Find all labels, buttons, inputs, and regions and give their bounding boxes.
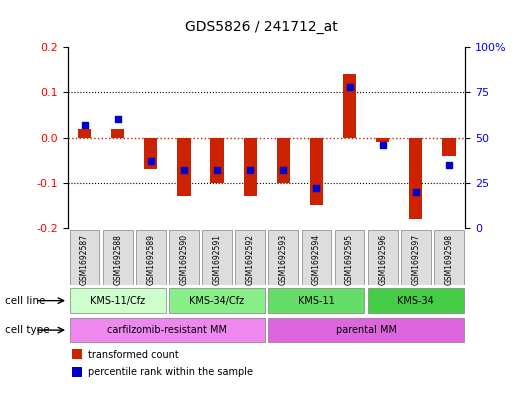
Bar <box>376 138 389 142</box>
FancyBboxPatch shape <box>169 288 265 313</box>
Point <box>379 141 387 148</box>
Text: transformed count: transformed count <box>88 350 179 360</box>
FancyBboxPatch shape <box>268 288 365 313</box>
FancyBboxPatch shape <box>368 230 397 285</box>
FancyBboxPatch shape <box>335 230 365 285</box>
Text: GSM1692593: GSM1692593 <box>279 234 288 285</box>
FancyBboxPatch shape <box>169 230 199 285</box>
Point <box>146 158 155 164</box>
Text: GSM1692587: GSM1692587 <box>80 234 89 285</box>
Bar <box>111 129 124 138</box>
Text: cell type: cell type <box>5 325 50 335</box>
Point <box>113 116 122 123</box>
Bar <box>78 129 91 138</box>
FancyBboxPatch shape <box>268 318 464 343</box>
FancyBboxPatch shape <box>70 318 265 343</box>
Text: GSM1692595: GSM1692595 <box>345 234 354 285</box>
FancyBboxPatch shape <box>268 230 298 285</box>
Point <box>445 162 453 168</box>
Bar <box>177 138 190 196</box>
Bar <box>277 138 290 183</box>
Bar <box>343 74 356 138</box>
Bar <box>409 138 423 219</box>
Point <box>213 167 221 173</box>
Text: parental MM: parental MM <box>336 325 396 335</box>
Point <box>312 185 321 191</box>
Text: GSM1692594: GSM1692594 <box>312 234 321 285</box>
Text: GDS5826 / 241712_at: GDS5826 / 241712_at <box>185 20 338 34</box>
Text: GSM1692590: GSM1692590 <box>179 234 188 285</box>
FancyBboxPatch shape <box>103 230 133 285</box>
Text: GSM1692592: GSM1692592 <box>246 234 255 285</box>
Text: GSM1692588: GSM1692588 <box>113 234 122 285</box>
Bar <box>442 138 456 156</box>
Bar <box>72 367 82 376</box>
Text: GSM1692591: GSM1692591 <box>212 234 222 285</box>
Point <box>279 167 288 173</box>
Bar <box>210 138 224 183</box>
FancyBboxPatch shape <box>202 230 232 285</box>
FancyBboxPatch shape <box>368 288 464 313</box>
Text: cell line: cell line <box>5 296 46 306</box>
Bar <box>144 138 157 169</box>
Bar <box>244 138 257 196</box>
Text: KMS-34: KMS-34 <box>397 296 434 306</box>
FancyBboxPatch shape <box>401 230 431 285</box>
Text: GSM1692596: GSM1692596 <box>378 234 387 285</box>
Bar <box>310 138 323 205</box>
Point <box>345 84 354 90</box>
FancyBboxPatch shape <box>434 230 464 285</box>
Text: carfilzomib-resistant MM: carfilzomib-resistant MM <box>107 325 228 335</box>
Bar <box>72 349 82 359</box>
Point <box>412 189 420 195</box>
Text: KMS-11: KMS-11 <box>298 296 335 306</box>
FancyBboxPatch shape <box>301 230 332 285</box>
FancyBboxPatch shape <box>70 230 99 285</box>
Text: GSM1692597: GSM1692597 <box>411 234 420 285</box>
Text: GSM1692589: GSM1692589 <box>146 234 155 285</box>
Text: percentile rank within the sample: percentile rank within the sample <box>88 367 253 377</box>
FancyBboxPatch shape <box>136 230 166 285</box>
Text: KMS-34/Cfz: KMS-34/Cfz <box>189 296 245 306</box>
Point <box>81 122 89 128</box>
Point <box>246 167 254 173</box>
FancyBboxPatch shape <box>70 288 166 313</box>
Text: KMS-11/Cfz: KMS-11/Cfz <box>90 296 145 306</box>
FancyBboxPatch shape <box>235 230 265 285</box>
Point <box>180 167 188 173</box>
Text: GSM1692598: GSM1692598 <box>445 234 453 285</box>
